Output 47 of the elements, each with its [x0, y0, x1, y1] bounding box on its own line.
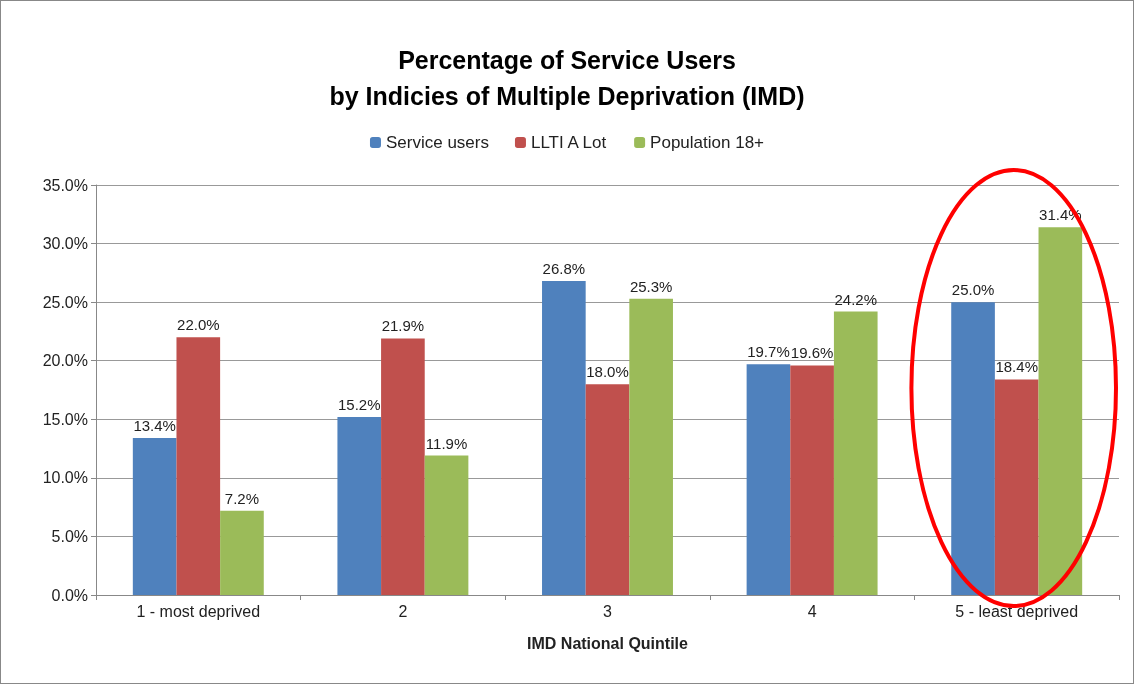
x-tick-label: 1 - most deprived [136, 602, 261, 620]
bar [1038, 227, 1083, 595]
data-label: 15.2% [337, 395, 381, 413]
data-label: 25.3% [629, 277, 673, 295]
bar [585, 384, 630, 595]
data-label: 13.4% [133, 417, 176, 435]
y-tick-label: 5.0% [51, 527, 88, 545]
y-tick-label: 30.0% [42, 235, 88, 253]
bar [746, 364, 791, 595]
bar [176, 337, 221, 595]
bar [790, 365, 834, 595]
data-label: 19.7% [747, 343, 790, 361]
data-label: 21.9% [381, 317, 425, 335]
y-tick-label: 15.0% [42, 410, 88, 428]
bar [424, 455, 469, 595]
y-tick-label: 20.0% [42, 352, 88, 370]
x-tick-label: 2 [398, 602, 408, 620]
y-tick-label: 35.0% [42, 176, 88, 194]
data-label: 26.8% [542, 260, 586, 278]
x-axis-title: IMD National Quintile [527, 634, 689, 652]
legend-label: Population 18+ [650, 133, 765, 152]
data-label: 24.2% [834, 290, 878, 308]
legend-label: LLTI A Lot [530, 133, 607, 152]
data-label: 7.2% [224, 489, 260, 507]
bar [381, 338, 425, 595]
legend-label: Service users [385, 133, 489, 152]
bar [132, 438, 177, 595]
bar [629, 298, 673, 595]
data-label: 18.0% [586, 363, 629, 381]
data-label: 22.0% [177, 316, 220, 334]
y-tick-label: 0.0% [51, 586, 88, 604]
data-label: 18.4% [995, 358, 1038, 376]
data-label: 25.0% [951, 281, 995, 299]
bar [951, 302, 995, 595]
x-tick-label: 3 [603, 602, 613, 620]
x-tick-label: 4 [807, 602, 817, 620]
data-label: 11.9% [425, 434, 468, 452]
bar [220, 510, 264, 595]
bar [542, 281, 586, 595]
bar [337, 416, 382, 595]
y-tick-label: 10.0% [42, 469, 88, 487]
bar [833, 311, 878, 595]
data-label: 19.6% [790, 344, 834, 362]
bar [994, 379, 1039, 595]
x-tick-label: 5 - least deprived [955, 602, 1079, 620]
y-tick-label: 25.0% [42, 293, 88, 311]
chart-title: Percentage of Service Users by Indicies of Multiple Deprivation (IMD) [329, 46, 805, 110]
